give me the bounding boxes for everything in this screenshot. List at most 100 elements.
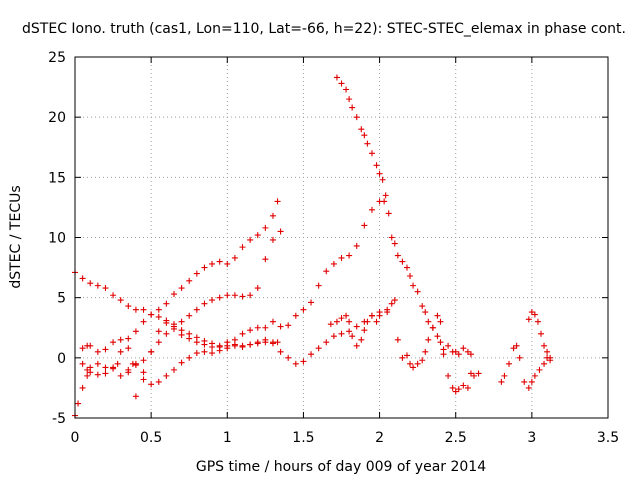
data-point: [285, 322, 292, 329]
data-point: [224, 339, 231, 346]
data-point: [460, 345, 467, 352]
data-point: [346, 328, 353, 335]
data-point: [330, 260, 337, 267]
data-point: [110, 364, 117, 371]
data-point: [269, 236, 276, 243]
data-point: [429, 324, 436, 331]
data-point: [285, 354, 292, 361]
chart-title: dSTEC Iono. truth (cas1, Lon=110, Lat=-6…: [22, 21, 626, 37]
data-point: [391, 297, 398, 304]
data-point: [254, 232, 261, 239]
data-point: [163, 330, 170, 337]
data-point: [323, 339, 330, 346]
data-point: [452, 348, 459, 355]
data-point: [338, 330, 345, 337]
data-point: [407, 360, 414, 367]
data-point: [155, 339, 162, 346]
data-point: [224, 345, 231, 352]
data-point: [110, 339, 117, 346]
data-point: [521, 378, 528, 385]
data-point: [262, 256, 269, 263]
data-point: [132, 328, 139, 335]
series-5: [125, 198, 388, 388]
series-6: [333, 74, 474, 358]
data-point: [155, 313, 162, 320]
data-point: [94, 371, 101, 378]
data-point: [87, 342, 94, 349]
data-point: [94, 282, 101, 289]
data-point: [262, 336, 269, 343]
data-point: [155, 378, 162, 385]
data-point: [353, 242, 360, 249]
data-point: [201, 300, 208, 307]
data-point: [346, 96, 353, 103]
y-tick-label: 10: [48, 231, 66, 247]
data-point: [132, 393, 139, 400]
series-8: [498, 342, 554, 391]
data-point: [403, 264, 410, 271]
data-point: [470, 372, 477, 379]
data-point: [292, 312, 299, 319]
data-point: [358, 336, 365, 343]
y-tick-label: 25: [48, 50, 66, 66]
data-point: [349, 333, 356, 340]
data-point: [148, 348, 155, 355]
data-point: [178, 327, 185, 334]
data-point: [132, 360, 139, 367]
data-point: [513, 342, 520, 349]
data-point: [528, 378, 535, 385]
x-tick-label: 3: [527, 430, 536, 446]
data-point: [434, 312, 441, 319]
data-point: [254, 339, 261, 346]
data-point: [338, 80, 345, 87]
data-point: [399, 354, 406, 361]
data-point: [224, 260, 231, 267]
data-point: [140, 318, 147, 325]
data-point: [269, 212, 276, 219]
data-point: [353, 342, 360, 349]
data-point: [376, 312, 383, 319]
data-point: [186, 312, 193, 319]
data-point: [186, 277, 193, 284]
data-point: [170, 366, 177, 373]
data-point: [379, 176, 386, 183]
data-point: [498, 378, 505, 385]
x-tick-label: 1: [223, 430, 232, 446]
data-point: [528, 309, 535, 316]
data-point: [247, 341, 254, 348]
data-point: [475, 370, 482, 377]
data-point: [216, 294, 223, 301]
data-point: [343, 86, 350, 93]
data-point: [239, 244, 246, 251]
plot-frame: [74, 56, 609, 419]
data-point: [534, 318, 541, 325]
data-point: [391, 240, 398, 247]
data-point: [333, 318, 340, 325]
data-point: [385, 210, 392, 217]
data-point: [102, 346, 109, 353]
data-point: [201, 348, 208, 355]
series-2: [79, 198, 281, 355]
data-point: [163, 317, 170, 324]
data-point: [186, 354, 193, 361]
data-point: [170, 291, 177, 298]
data-point: [343, 312, 350, 319]
x-tick-label: 1.5: [292, 430, 314, 446]
data-point: [437, 339, 444, 346]
data-point: [437, 318, 444, 325]
data-point: [388, 300, 395, 307]
data-point: [338, 254, 345, 261]
data-point: [464, 384, 471, 391]
data-point: [117, 372, 124, 379]
data-point: [373, 318, 380, 325]
data-point: [201, 337, 208, 344]
data-point: [449, 384, 456, 391]
data-point: [445, 372, 452, 379]
data-point: [464, 348, 471, 355]
data-point: [117, 348, 124, 355]
data-point: [531, 372, 538, 379]
data-point: [239, 293, 246, 300]
data-point: [277, 348, 284, 355]
data-point: [125, 335, 132, 342]
